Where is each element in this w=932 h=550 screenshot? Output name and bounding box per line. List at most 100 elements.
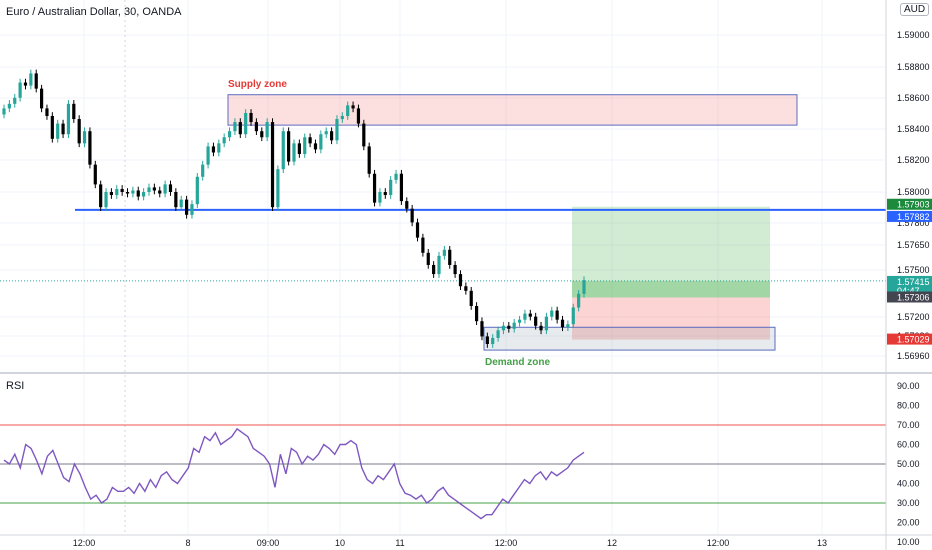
rsi-tick: 20.00 [897,518,920,528]
candle-body [77,119,81,144]
price-badge-label: 1.57903 [897,200,930,210]
candle-body [13,97,17,104]
candle-body [270,122,275,208]
candle-body [34,73,38,89]
candle-body [571,307,575,325]
price-tick: 1.58200 [897,155,930,165]
time-tick: 09:00 [257,538,280,548]
candle-body [99,184,103,208]
price-tick: 1.58000 [897,187,930,197]
candle-body [458,274,463,287]
candle-body [56,123,60,139]
candle-body [23,82,28,86]
candle-body [340,116,344,120]
candle-body [432,264,436,275]
candle-body [544,316,549,331]
candle-body [389,179,393,196]
candle-body [82,131,87,144]
candle-body [131,190,135,194]
candle-body [480,321,484,337]
candle-body [453,264,457,275]
candle-body [313,143,318,150]
time-tick: 8 [185,538,190,548]
candle-body [378,192,382,203]
candle-body [136,190,140,197]
profit-area [572,280,770,298]
candle-body [2,108,6,115]
candle-body [61,123,65,135]
rsi-tick: 50.00 [897,459,920,469]
candle-body [383,192,387,196]
price-tick: 1.59000 [897,30,930,40]
candle-body [308,137,312,144]
price-badge [887,291,932,303]
candles [2,69,586,348]
candle-body [335,119,339,141]
candle-body [555,310,559,320]
price-badge [887,333,932,345]
candle-body [566,324,570,328]
price-tick: 1.56960 [897,351,930,361]
rsi-tick: 10.00 [897,537,920,547]
candle-body [265,122,269,138]
price-badge-label: 1.57882 [897,212,930,222]
candle-body [421,237,425,253]
candle-body [485,336,489,344]
time-tick: 12:00 [707,538,730,548]
time-tick: 12 [607,538,617,548]
candle-body [152,187,156,191]
candle-body [195,176,199,205]
candle-body [45,108,49,116]
candle-body [115,188,119,196]
time-tick: 12:00 [495,538,518,548]
candle-body [560,319,565,328]
price-tick: 1.58600 [897,93,930,103]
candle-body [512,322,516,329]
price-badge-label: 1.57415 [897,277,930,287]
candle-body [244,112,248,135]
price-badge [887,210,932,222]
candle-body [233,122,237,132]
candle-body [163,184,167,194]
rsi-pane [0,424,886,520]
candle-body [324,131,328,135]
candle-body [211,146,216,153]
candle-body [50,116,54,139]
grid-lines [0,0,932,534]
price-badge [887,198,932,210]
candle-body [410,208,414,223]
candle-body [227,131,232,138]
candle-body [18,82,22,98]
candle-body [88,131,92,165]
candle-body [190,204,194,215]
candle-body [179,199,183,208]
candle-body [367,146,371,174]
candle-body [405,201,409,209]
candle-body [292,143,296,162]
candle-body [372,173,377,203]
demand-zone-label: Demand zone [485,357,551,368]
supply-zone-label: Supply zone [228,79,287,90]
candle-body [7,103,11,109]
target-area [572,206,770,298]
candle-body [249,112,253,123]
stop-area [572,297,770,340]
price-tick: 1.58400 [897,124,930,134]
rsi-label: RSI [6,380,25,392]
candle-body [260,131,264,138]
price-badge-label: 1.57029 [897,335,930,345]
candle-body [491,337,495,344]
rsi-tick: 80.00 [897,401,920,411]
time-tick: 11 [395,538,404,548]
candle-body [142,192,146,197]
rsi-tick: 70.00 [897,420,920,430]
candle-body [469,290,473,306]
candle-body [93,164,97,185]
time-tick: 13 [817,538,827,548]
currency-button[interactable]: AUD [900,3,930,16]
supply-zone [227,94,798,126]
candle-body [39,88,44,109]
zones [0,94,886,351]
candle-body [399,173,404,202]
